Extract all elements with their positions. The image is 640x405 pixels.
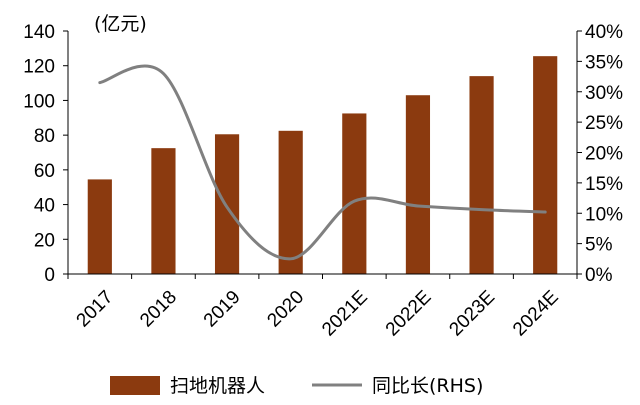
- x-tick-label: 2023E: [445, 287, 499, 341]
- x-tick-label: 2020: [263, 287, 308, 332]
- growth-line-group: [98, 64, 547, 261]
- left-tick-label: 120: [23, 57, 55, 78]
- x-tick-label: 2017: [73, 287, 118, 332]
- legend-bar-label: 扫地机器人: [170, 375, 265, 397]
- growth-line: [98, 64, 547, 261]
- x-tick-label: 2018: [136, 287, 181, 332]
- right-tick-label: 0%: [585, 265, 613, 286]
- bar-2020: [278, 130, 303, 274]
- legend: 扫地机器人 同比长(RHS): [110, 375, 483, 397]
- bars-group: [87, 56, 558, 274]
- left-tick-label: 60: [34, 161, 55, 182]
- x-tick-label: 2021E: [318, 287, 372, 341]
- left-tick-label: 0: [44, 265, 55, 286]
- right-tick-label: 5%: [585, 235, 613, 256]
- unit-label: (亿元): [94, 13, 147, 35]
- x-tick-label: 2022E: [382, 287, 436, 341]
- left-axis-ticks: 0 20 40 60 80 100 120 140: [23, 22, 68, 286]
- x-axis-ticks: 2017 2018 2019 2020 2021E 2022E 2023E 2024E: [67, 274, 578, 341]
- right-tick-label: 35%: [585, 52, 623, 73]
- right-tick-label: 40%: [585, 22, 623, 43]
- legend-line-label: 同比长(RHS): [372, 375, 483, 397]
- legend-bar-swatch: [110, 376, 160, 395]
- right-axis-ticks: 0% 5% 10% 15% 20% 25% 30% 35% 40%: [577, 22, 623, 286]
- right-tick-label: 20%: [585, 144, 623, 165]
- x-tick-label: 2019: [200, 287, 245, 332]
- left-tick-label: 40: [34, 196, 55, 217]
- left-tick-label: 80: [34, 126, 55, 147]
- bar-2023E: [469, 76, 494, 274]
- bar-2018: [151, 148, 176, 274]
- bar-2024E: [533, 56, 558, 274]
- bar-2022E: [405, 95, 431, 274]
- left-tick-label: 140: [23, 22, 55, 43]
- right-tick-label: 15%: [585, 174, 623, 195]
- left-tick-label: 20: [34, 230, 55, 251]
- bar-2019: [214, 134, 240, 274]
- left-tick-label: 100: [23, 91, 55, 112]
- x-tick-label: 2024E: [509, 287, 563, 341]
- bar-2021E: [342, 113, 367, 274]
- right-tick-label: 10%: [585, 204, 623, 225]
- bar-2017: [87, 179, 112, 274]
- right-tick-label: 30%: [585, 83, 623, 104]
- right-tick-label: 25%: [585, 113, 623, 134]
